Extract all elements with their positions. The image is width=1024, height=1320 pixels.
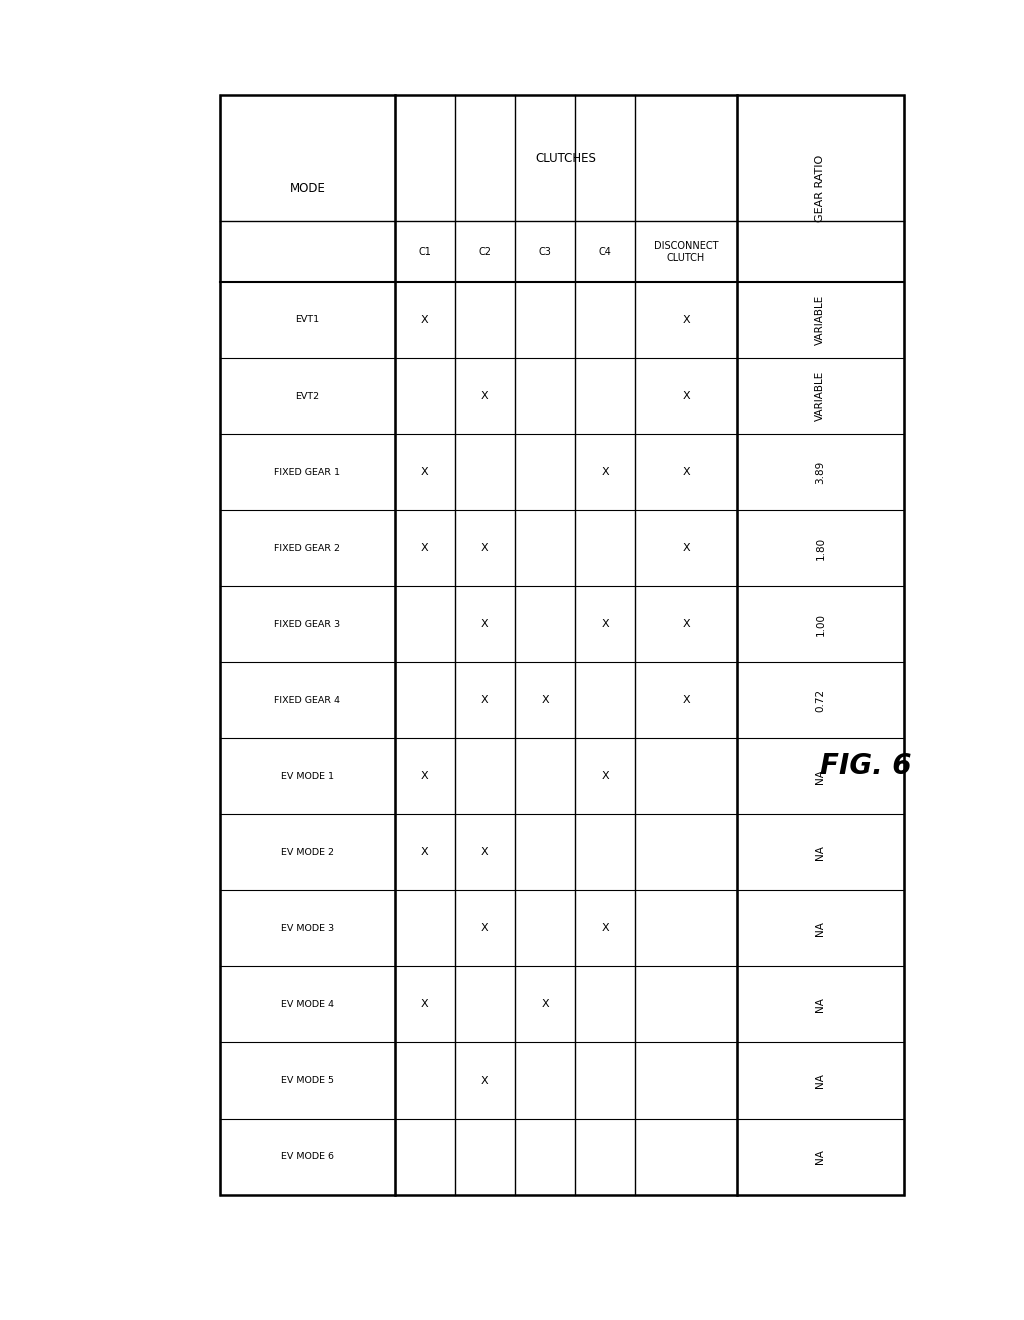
Text: EV MODE 3: EV MODE 3 <box>281 924 334 933</box>
Text: X: X <box>421 999 428 1010</box>
Text: C4: C4 <box>599 247 611 256</box>
Text: NA: NA <box>815 1073 825 1088</box>
Text: DISCONNECT
CLUTCH: DISCONNECT CLUTCH <box>653 242 718 263</box>
Text: X: X <box>542 999 549 1010</box>
Text: FIXED GEAR 1: FIXED GEAR 1 <box>274 467 340 477</box>
Text: X: X <box>682 696 690 705</box>
Text: X: X <box>481 543 488 553</box>
Text: EV MODE 1: EV MODE 1 <box>281 772 334 781</box>
Text: EVT1: EVT1 <box>295 315 319 325</box>
Text: X: X <box>481 619 488 630</box>
Text: X: X <box>421 315 428 325</box>
Text: 0.72: 0.72 <box>815 689 825 711</box>
Text: EV MODE 4: EV MODE 4 <box>281 1001 334 1008</box>
Text: 1.00: 1.00 <box>815 612 825 636</box>
Text: C2: C2 <box>478 247 492 256</box>
Text: FIXED GEAR 4: FIXED GEAR 4 <box>274 696 340 705</box>
Text: GEAR RATIO: GEAR RATIO <box>815 154 825 222</box>
Text: X: X <box>601 771 609 781</box>
Text: VARIABLE: VARIABLE <box>815 371 825 421</box>
Text: C3: C3 <box>539 247 552 256</box>
Text: X: X <box>601 619 609 630</box>
Text: X: X <box>542 696 549 705</box>
Text: EV MODE 5: EV MODE 5 <box>281 1076 334 1085</box>
Text: FIXED GEAR 3: FIXED GEAR 3 <box>274 619 340 628</box>
Text: X: X <box>421 771 428 781</box>
Text: X: X <box>481 924 488 933</box>
Text: NA: NA <box>815 1150 825 1164</box>
Text: CLUTCHES: CLUTCHES <box>536 152 596 165</box>
Text: 3.89: 3.89 <box>815 461 825 483</box>
Text: X: X <box>421 543 428 553</box>
Text: FIG. 6: FIG. 6 <box>819 751 911 780</box>
Text: FIXED GEAR 2: FIXED GEAR 2 <box>274 544 340 553</box>
Text: X: X <box>481 847 488 858</box>
Text: X: X <box>481 391 488 401</box>
Text: C1: C1 <box>418 247 431 256</box>
Text: X: X <box>682 467 690 477</box>
Text: 1.80: 1.80 <box>815 537 825 560</box>
Text: EVT2: EVT2 <box>295 392 319 400</box>
Text: MODE: MODE <box>290 182 326 195</box>
Text: NA: NA <box>815 921 825 936</box>
Text: VARIABLE: VARIABLE <box>815 294 825 345</box>
Bar <box>220 95 904 1195</box>
Text: X: X <box>481 1076 488 1085</box>
Text: X: X <box>682 543 690 553</box>
Text: EV MODE 6: EV MODE 6 <box>281 1152 334 1162</box>
Text: NA: NA <box>815 997 825 1012</box>
Text: NA: NA <box>815 845 825 859</box>
Text: X: X <box>481 696 488 705</box>
Text: X: X <box>601 467 609 477</box>
Text: X: X <box>682 391 690 401</box>
Text: NA: NA <box>815 768 825 784</box>
Text: X: X <box>421 847 428 858</box>
Text: X: X <box>682 315 690 325</box>
Text: X: X <box>601 924 609 933</box>
Text: X: X <box>421 467 428 477</box>
Text: X: X <box>682 619 690 630</box>
Text: EV MODE 2: EV MODE 2 <box>281 847 334 857</box>
